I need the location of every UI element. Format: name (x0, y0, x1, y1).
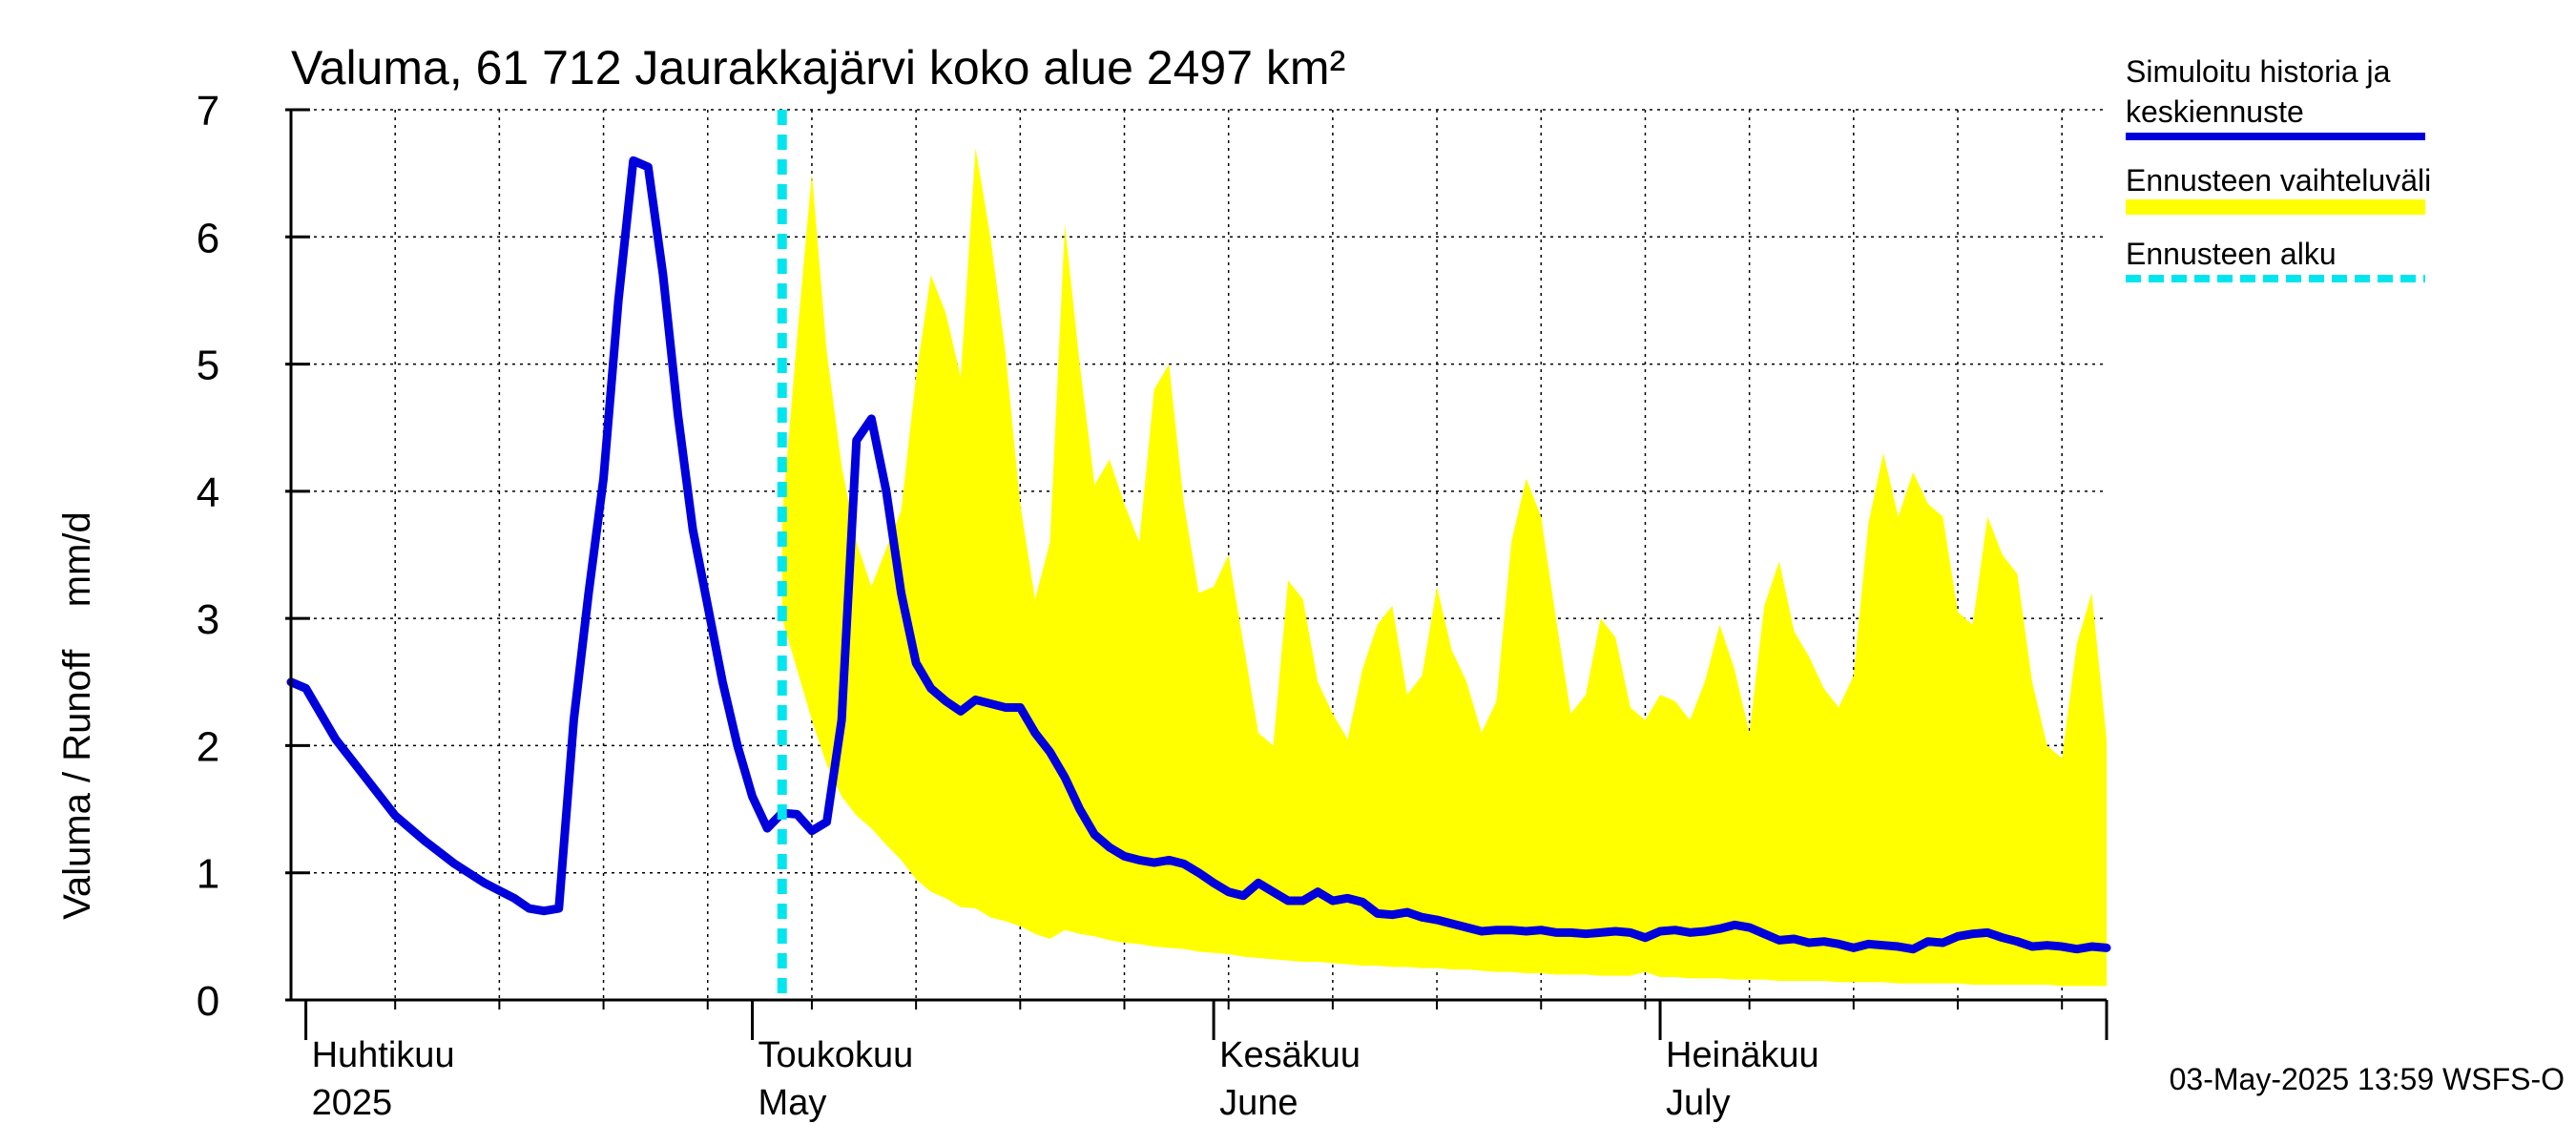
forecast-range-band (781, 147, 2108, 987)
legend: Simuloitu historia ja keskiennuste Ennuste… (2126, 54, 2431, 282)
chart-title: Valuma, 61 712 Jaurakkajärvi koko alue 2… (291, 41, 1345, 94)
month-label-en: 2025 (312, 1083, 393, 1123)
month-labels: Huhtikuu 2025 Toukokuu May Kesäkuu June Heinäk… (312, 1035, 1819, 1123)
month-label-en: June (1219, 1083, 1298, 1123)
legend-label: keskiennuste (2126, 94, 2304, 129)
y-tick-labels: 0 1 2 3 4 5 6 7 (197, 88, 219, 1025)
timestamp-footer: 03-May-2025 13:59 WSFS-O (2170, 1062, 2565, 1096)
y-tick-label: 1 (197, 851, 219, 898)
y-tick-label: 4 (197, 469, 219, 516)
y-tick-label: 0 (197, 978, 219, 1025)
month-label-fi: Toukokuu (758, 1035, 914, 1075)
y-tick-label: 7 (197, 88, 219, 135)
month-label-en: May (758, 1083, 827, 1123)
legend-label: Ennusteen alku (2126, 237, 2337, 271)
legend-label: Ennusteen vaihteluväli (2126, 163, 2431, 198)
axes (285, 108, 2109, 1040)
simulated-runoff-line (286, 156, 2111, 954)
month-label-en: July (1666, 1083, 1731, 1123)
month-label-fi: Kesäkuu (1219, 1035, 1361, 1075)
simulated-runoff-path (286, 156, 2111, 954)
y-tick-label: 2 (197, 723, 219, 770)
y-axis-label: Valuma / Runoff mm/d (56, 511, 98, 920)
month-label-fi: Huhtikuu (312, 1035, 455, 1075)
legend-label: Simuloitu historia ja (2126, 54, 2391, 89)
forecast-range-area (781, 147, 2108, 987)
y-tick-label: 5 (197, 343, 219, 389)
month-label-fi: Heinäkuu (1666, 1035, 1819, 1075)
y-tick-label: 6 (197, 215, 219, 261)
y-tick-label: 3 (197, 596, 219, 643)
